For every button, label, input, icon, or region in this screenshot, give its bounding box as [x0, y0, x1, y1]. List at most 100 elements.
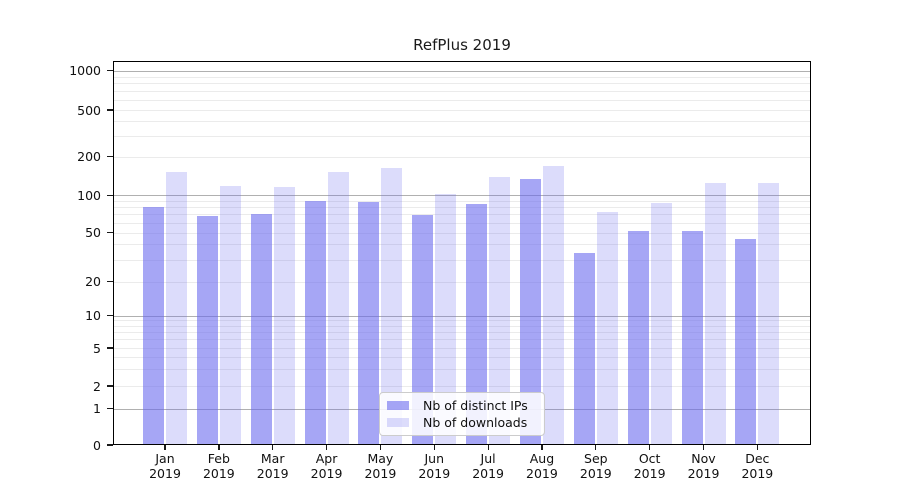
gridline-90 [113, 200, 811, 202]
gridline-80 [113, 207, 811, 209]
y-tick-label-200: 200 [77, 149, 101, 165]
gridline-70 [113, 214, 811, 216]
x-tick-label-apr: Apr 2019 [310, 451, 343, 481]
chart-title: RefPlus 2019 [413, 36, 511, 54]
x-tick-label-jul: Jul 2019 [472, 451, 504, 481]
y-tick-mark-500 [107, 109, 113, 111]
x-tick-label-jun: Jun 2019 [418, 451, 451, 481]
bar-ips-mar [250, 214, 272, 445]
gridline-30 [113, 259, 811, 261]
x-tick-mark-mar [272, 445, 274, 450]
bar-downloads-jan [166, 171, 187, 445]
y-tick-label-50: 50 [85, 225, 101, 240]
y-tick-mark-1000 [107, 69, 113, 72]
y-tick-label-1: 1 [93, 401, 101, 416]
bar-ips-dec [735, 239, 757, 445]
bar-downloads-sep [596, 212, 618, 445]
gridline-600 [113, 99, 811, 101]
gridline-40 [113, 244, 811, 246]
y-tick-mark-100 [107, 194, 113, 196]
x-tick-mark-dec [756, 445, 759, 450]
gridline-60 [113, 222, 811, 224]
gridline-50 [113, 232, 811, 234]
gridline-9 [113, 320, 811, 322]
x-tick-mark-may [379, 445, 382, 450]
gridline-400 [113, 121, 811, 123]
y-tick-label-2: 2 [93, 378, 101, 394]
x-tick-label-feb: Feb 2019 [202, 451, 235, 481]
x-tick-mark-jul [487, 445, 489, 450]
y-tick-mark-1 [107, 407, 113, 410]
gridline-6 [113, 339, 811, 341]
bar-downloads-oct [650, 203, 672, 445]
gridline-5 [113, 348, 811, 349]
y-tick-mark-2 [107, 385, 113, 387]
x-tick-label-may: May 2019 [364, 451, 397, 481]
bar-downloads-jul [489, 177, 511, 445]
gridline-200 [113, 156, 811, 158]
legend-item-downloads: Nb of downloads [387, 415, 536, 430]
bar-downloads-mar [273, 187, 295, 445]
bar-downloads-apr [327, 171, 349, 445]
x-tick-label-aug: Aug 2019 [526, 451, 558, 481]
gridline-4 [113, 357, 811, 359]
x-tick-label-oct: Oct 2019 [633, 451, 666, 481]
legend: Nb of distinct IPs Nb of downloads [379, 392, 545, 436]
x-tick-mark-jan [164, 445, 166, 450]
x-tick-mark-sep [595, 445, 597, 450]
bar-downloads-may [381, 167, 403, 445]
gridline-900 [113, 76, 811, 78]
bar-ips-aug [519, 179, 541, 445]
gridline-8 [113, 325, 811, 327]
legend-swatch-distinct-ips [387, 401, 409, 410]
y-tick-mark-200 [107, 156, 113, 158]
x-tick-label-mar: Mar 2019 [256, 451, 289, 481]
gridline-20 [113, 281, 811, 283]
bar-ips-nov [681, 231, 703, 445]
legend-label-downloads: Nb of downloads [423, 415, 528, 430]
x-tick-mark-nov [702, 445, 705, 450]
y-tick-label-0: 0 [93, 437, 101, 453]
bar-downloads-nov [704, 183, 726, 445]
bar-downloads-dec [758, 182, 780, 445]
gridline-1000 [113, 70, 811, 72]
x-tick-mark-aug [541, 445, 543, 450]
bar-ips-jan [143, 207, 164, 445]
legend-swatch-downloads [387, 418, 409, 427]
legend-label-distinct-ips: Nb of distinct IPs [423, 398, 528, 413]
bar-ips-jul [466, 204, 488, 445]
legend-item-distinct-ips: Nb of distinct IPs [387, 398, 536, 413]
y-tick-label-5: 5 [93, 340, 101, 356]
y-tick-label-20: 20 [85, 274, 101, 289]
gridline-700 [113, 90, 811, 92]
y-tick-mark-50 [107, 231, 113, 234]
y-tick-mark-20 [107, 280, 113, 283]
y-tick-label-500: 500 [77, 102, 101, 118]
x-tick-mark-oct [649, 445, 651, 450]
gridline-10 [113, 315, 811, 317]
gridline-500 [113, 110, 811, 111]
y-tick-label-10: 10 [85, 308, 101, 323]
x-tick-label-nov: Nov 2019 [687, 451, 720, 481]
bar-ips-may [358, 201, 380, 445]
bar-ips-apr [304, 200, 326, 445]
bar-ips-jun [412, 215, 434, 445]
gridline-7 [113, 332, 811, 334]
gridline-300 [113, 136, 811, 138]
x-tick-label-dec: Dec 2019 [741, 451, 774, 481]
y-tick-mark-5 [107, 347, 113, 349]
y-tick-mark-10 [107, 314, 113, 317]
gridline-3 [113, 369, 811, 371]
gridline-2 [113, 386, 811, 387]
bar-ips-oct [627, 231, 649, 445]
bar-ips-sep [573, 253, 595, 445]
x-tick-mark-apr [325, 445, 328, 450]
bar-ips-feb [196, 215, 218, 445]
gridline-100 [113, 195, 811, 197]
x-tick-label-sep: Sep 2019 [579, 451, 612, 481]
bar-downloads-aug [542, 165, 564, 445]
x-tick-mark-feb [218, 445, 220, 450]
bar-downloads-feb [219, 186, 241, 445]
y-tick-label-1000: 1000 [69, 63, 101, 78]
